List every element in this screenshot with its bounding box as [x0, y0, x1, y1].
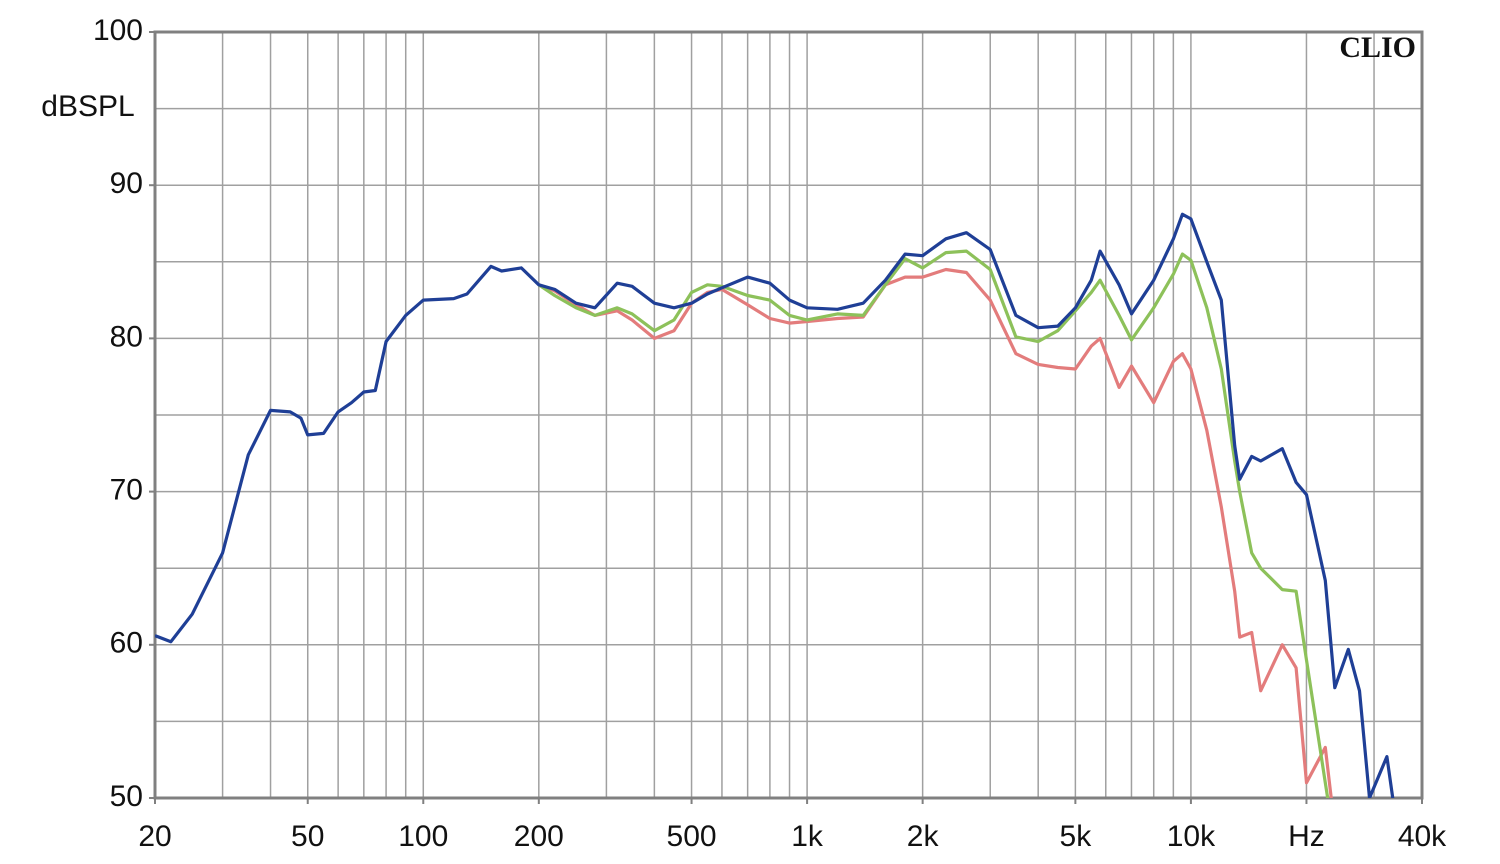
- x-tick-label: 10k: [1167, 820, 1216, 853]
- x-tick-label: 1k: [791, 820, 824, 853]
- x-tick-label: 50: [291, 820, 324, 853]
- y-tick-label: 80: [110, 320, 143, 353]
- x-tick-label: 2k: [907, 820, 940, 853]
- x-tick-label: 40k: [1398, 820, 1447, 853]
- x-tick-label: Hz: [1288, 820, 1325, 853]
- x-tick-label: 200: [514, 820, 564, 853]
- y-tick-label: 90: [110, 167, 143, 200]
- x-tick-label: 100: [398, 820, 448, 853]
- lines: [155, 212, 1395, 798]
- y-tick-label: 100: [93, 14, 143, 47]
- x-tick-label: 20: [138, 820, 171, 853]
- y-tick-label: 50: [110, 780, 143, 813]
- series-line: [155, 212, 1395, 798]
- y-tick-label: 70: [110, 474, 143, 507]
- y-axis-label: dBSPL: [41, 90, 134, 123]
- x-tick-label: 500: [667, 820, 717, 853]
- annotation: CLIO: [1339, 31, 1416, 64]
- series-line: [537, 249, 1330, 798]
- y-tick-label: 60: [110, 627, 143, 660]
- series-line: [538, 267, 1333, 798]
- plot-frame: [153, 30, 1424, 800]
- x-tick-label: 5k: [1060, 820, 1093, 853]
